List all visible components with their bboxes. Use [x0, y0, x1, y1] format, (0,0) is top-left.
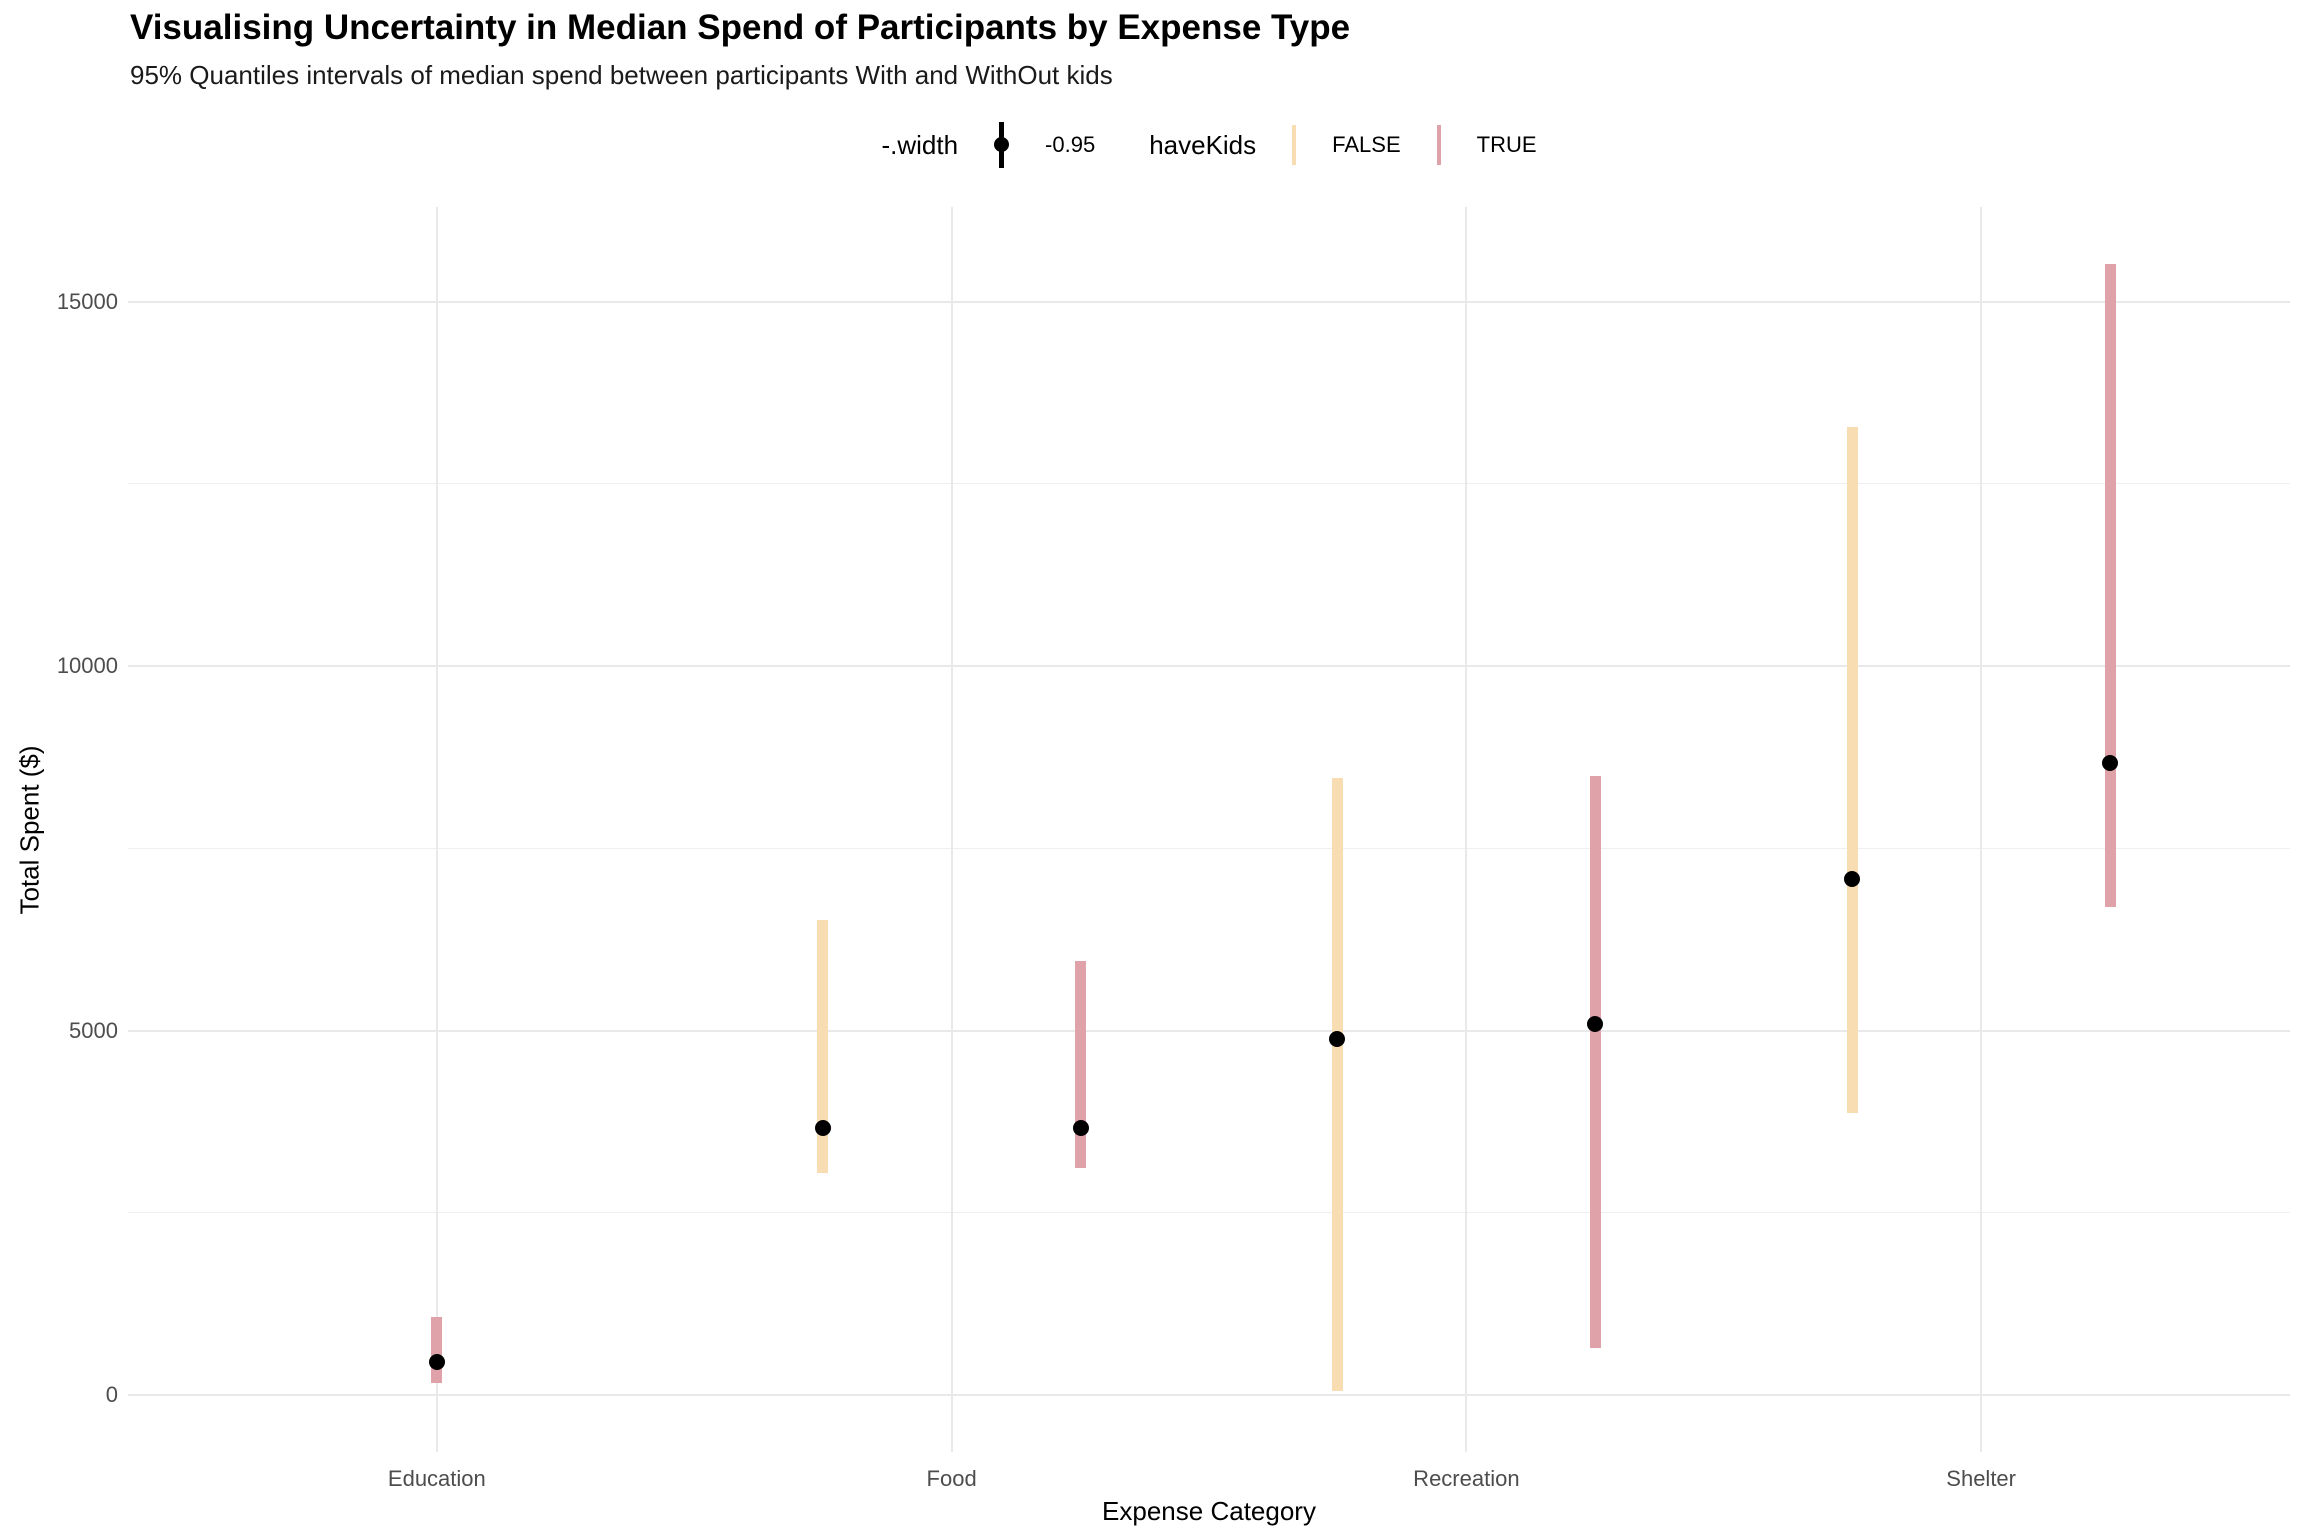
y-tick-label: 15000 — [56, 288, 118, 314]
interval-bar — [2104, 263, 2116, 907]
interval-bar — [1589, 776, 1601, 1349]
legend-label-false: FALSE — [1332, 132, 1401, 157]
chart-subtitle: 95% Quantiles intervals of median spend … — [130, 60, 1113, 90]
legend-key-false-icon — [1292, 125, 1297, 165]
legend-width-title: -.width — [881, 129, 959, 160]
chart-title: Visualising Uncertainty in Median Spend … — [130, 8, 1351, 47]
gridline-x — [1980, 207, 1983, 1452]
y-axis-title: Total Spent ($) — [14, 745, 45, 915]
median-dot — [2102, 755, 2119, 772]
legend-width-value: -0.95 — [1045, 132, 1096, 157]
median-dot — [814, 1119, 831, 1136]
median-dot — [1844, 871, 1861, 888]
gridline-x — [950, 207, 953, 1452]
y-tick-label: 10000 — [56, 653, 118, 679]
gridline-major-y — [128, 300, 2290, 303]
x-axis-title: Expense Category — [1102, 1496, 1316, 1526]
gridline-x — [435, 207, 438, 1452]
legend-label-true: TRUE — [1476, 132, 1537, 157]
legend: -.width -0.95 haveKids FALSE TRUE — [128, 117, 2290, 173]
x-tick-label: Food — [926, 1466, 977, 1491]
interval-bar — [1075, 960, 1087, 1168]
gridline-x — [1465, 207, 1468, 1452]
gridline-major-y — [128, 1029, 2290, 1032]
gridline-major-y — [128, 1394, 2290, 1397]
y-tick-label: 0 — [105, 1382, 118, 1408]
pointinterval-key-icon — [994, 122, 1010, 168]
y-tick-label: 5000 — [69, 1017, 118, 1043]
legend-havekids-title: haveKids — [1149, 129, 1257, 160]
interval-bar — [1331, 778, 1343, 1392]
interval-bar — [817, 919, 829, 1173]
median-dot — [1329, 1030, 1346, 1047]
interval-bar — [1846, 427, 1858, 1114]
x-tick-label: Shelter — [1946, 1466, 2016, 1491]
median-dot — [428, 1354, 445, 1371]
interval-bar — [431, 1317, 443, 1383]
gridline-major-y — [128, 665, 2290, 668]
gridline-minor-y — [128, 483, 2290, 485]
gridline-minor-y — [128, 1212, 2290, 1214]
legend-key-true-icon — [1436, 125, 1441, 165]
x-tick-label: Education — [387, 1466, 486, 1491]
median-dot — [1072, 1120, 1089, 1137]
plot-panel — [128, 207, 2290, 1452]
gridline-minor-y — [128, 847, 2290, 849]
median-dot — [1587, 1016, 1604, 1033]
x-tick-label: Recreation — [1413, 1466, 1520, 1491]
